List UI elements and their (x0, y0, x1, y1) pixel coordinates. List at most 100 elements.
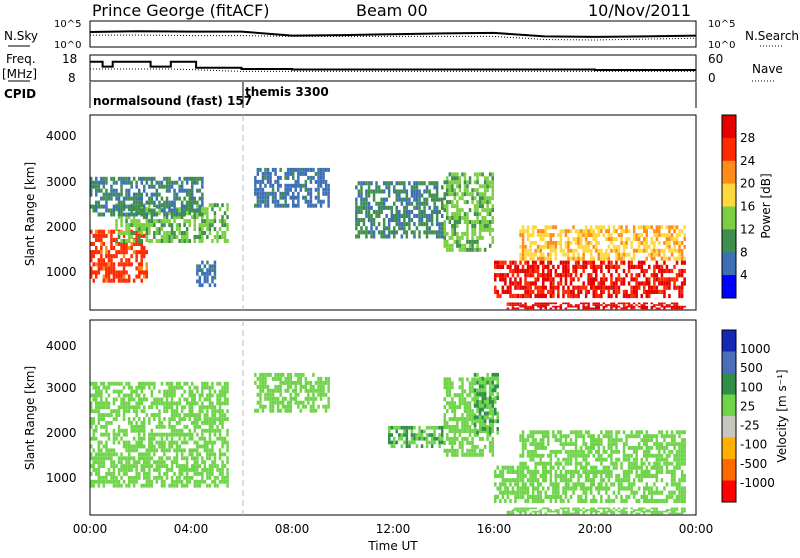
heatmap-cell-region-8 (547, 304, 550, 306)
heatmap-cell-region-2 (181, 201, 184, 205)
heatmap-cell-region-0 (171, 480, 174, 484)
heatmap-cell-region-5 (598, 486, 601, 490)
heatmap-cell-region-2 (403, 433, 406, 437)
heatmap-cell-region-5 (595, 470, 598, 474)
heatmap-cell-region-6 (625, 508, 628, 510)
heatmap-cell-region-7 (593, 261, 596, 265)
heatmap-cell-region-6 (451, 200, 454, 204)
heatmap-cell-region-9 (608, 237, 611, 241)
heatmap-cell-region-3 (481, 449, 484, 453)
heatmap-cell-region-4 (317, 172, 320, 176)
heatmap-cell-region-0 (98, 250, 101, 254)
heatmap-cell-region-0 (146, 413, 149, 417)
heatmap-cell-region-2 (173, 181, 176, 185)
heatmap-cell-region-7 (585, 458, 588, 462)
heatmap-cell-region-5 (433, 210, 436, 214)
heatmap-cell-region-1 (183, 223, 186, 227)
heatmap-cell-region-0 (128, 484, 130, 488)
heatmap-cell-region-6 (459, 220, 462, 224)
heatmap-cell-region-3 (469, 409, 472, 413)
heatmap-cell-region-0 (219, 452, 222, 456)
heatmap-cell-region-9 (519, 233, 522, 237)
heatmap-cell-region-5 (360, 206, 363, 210)
heatmap-cell-region-5 (403, 210, 406, 214)
heatmap-cell-region-7 (537, 430, 540, 434)
heatmap-cell-region-0 (125, 394, 128, 398)
heatmap-cell-region-9 (542, 229, 545, 233)
heatmap-cell-region-9 (577, 229, 580, 233)
heatmap-cell-region-5 (560, 478, 563, 482)
heatmap-cell-region-4 (297, 196, 300, 200)
heatmap-cell-region-6 (456, 180, 459, 184)
heatmap-cell-region-8 (646, 306, 649, 308)
heatmap-cell-region-9 (608, 253, 611, 257)
heatmap-cell-region-0 (110, 262, 113, 266)
heatmap-cell-region-7 (540, 273, 543, 277)
heatmap-cell-region-8 (613, 306, 616, 308)
heatmap-cell-region-1 (282, 401, 285, 405)
heatmap-cell-region-5 (418, 206, 421, 210)
heatmap-cell-region-6 (454, 228, 457, 232)
heatmap-cell-region-0 (115, 437, 118, 441)
heatmap-cell-region-5 (413, 198, 416, 202)
heatmap-cell-region-5 (590, 478, 593, 482)
heatmap-cell-region-4 (290, 184, 293, 188)
heatmap-cell-region-0 (176, 448, 179, 452)
heatmap-cell-region-9 (542, 237, 545, 241)
heatmap-cell-region-2 (143, 177, 146, 181)
heatmap-cell-region-1 (221, 223, 224, 227)
heatmap-cell-region-0 (158, 421, 161, 425)
heatmap-cell-region-5 (580, 495, 583, 499)
heatmap-cell-region-2 (156, 193, 159, 197)
heatmap-cell-region-5 (527, 478, 530, 482)
heatmap-cell-region-0 (120, 258, 123, 262)
heatmap-cell-region-7 (565, 269, 568, 273)
heatmap-cell-region-6 (464, 244, 467, 248)
heatmap-cell-region-7 (653, 273, 656, 277)
heatmap-cell-region-7 (522, 434, 525, 438)
heatmap-cell-region-5 (666, 495, 669, 499)
heatmap-cell-region-4 (257, 180, 260, 184)
heatmap-cell-region-0 (186, 401, 189, 405)
heatmap-cell-region-7 (547, 442, 550, 446)
heatmap-cell-region-9 (646, 257, 649, 261)
heatmap-cell-region-5 (529, 470, 532, 474)
heatmap-cell-region-2 (103, 213, 106, 217)
heatmap-cell-region-7 (653, 265, 656, 269)
heatmap-cell-region-5 (590, 466, 593, 470)
heatmap-cell-region-5 (363, 198, 366, 202)
heatmap-cell-region-1 (312, 409, 315, 413)
heatmap-cell-region-7 (648, 277, 651, 281)
heatmap-cell-region-5 (355, 206, 358, 210)
heatmap-cell-region-7 (663, 286, 666, 290)
heatmap-cell-region-0 (173, 460, 176, 464)
heatmap-cell-region-7 (502, 273, 505, 277)
heatmap-cell-region-1 (221, 203, 224, 207)
heatmap-cell-region-2 (166, 213, 169, 217)
heatmap-cell-region-7 (623, 277, 626, 281)
heatmap-cell-region-4 (486, 377, 489, 381)
heatmap-cell-region-6 (613, 511, 616, 513)
heatmap-cell-region-0 (143, 417, 146, 421)
heatmap-cell-region-0 (103, 258, 106, 262)
heatmap-cell-region-1 (269, 373, 272, 377)
heatmap-cell-region-1 (287, 401, 290, 405)
heatmap-cell-region-6 (527, 508, 530, 510)
heatmap-cell-region-2 (105, 177, 108, 181)
heatmap-cell-region-0 (115, 413, 118, 417)
heatmap-cell-region-0 (128, 456, 130, 460)
heatmap-cell-region-5 (502, 470, 505, 474)
heatmap-cell-region-0 (141, 390, 144, 394)
heatmap-cell-region-0 (211, 425, 214, 429)
heatmap-cell-region-4 (257, 188, 260, 192)
heatmap-cell-region-0 (191, 398, 194, 402)
heatmap-cell-region-0 (93, 279, 96, 283)
heatmap-cell-region-2 (178, 197, 181, 201)
heatmap-cell-region-0 (161, 456, 164, 460)
heatmap-cell-region-2 (163, 177, 166, 181)
heatmap-cell-region-6 (486, 196, 489, 200)
heatmap-cell-region-8 (676, 306, 679, 308)
heatmap-cell-region-0 (211, 386, 214, 390)
heatmap-cell-region-0 (110, 448, 113, 452)
heatmap-cell-region-5 (396, 206, 399, 210)
